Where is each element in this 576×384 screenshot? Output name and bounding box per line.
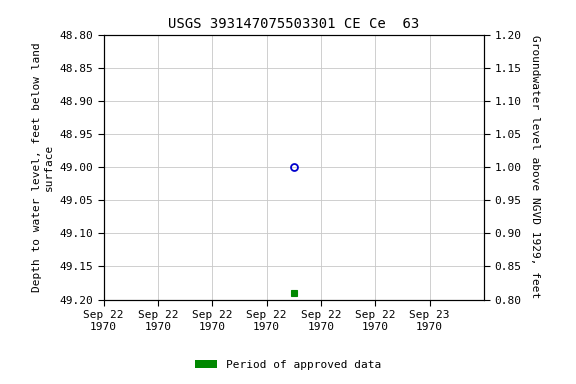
Y-axis label: Groundwater level above NGVD 1929, feet: Groundwater level above NGVD 1929, feet — [529, 35, 540, 299]
Legend: Period of approved data: Period of approved data — [191, 356, 385, 375]
Title: USGS 393147075503301 CE Ce  63: USGS 393147075503301 CE Ce 63 — [168, 17, 419, 31]
Y-axis label: Depth to water level, feet below land
surface: Depth to water level, feet below land su… — [32, 42, 54, 292]
